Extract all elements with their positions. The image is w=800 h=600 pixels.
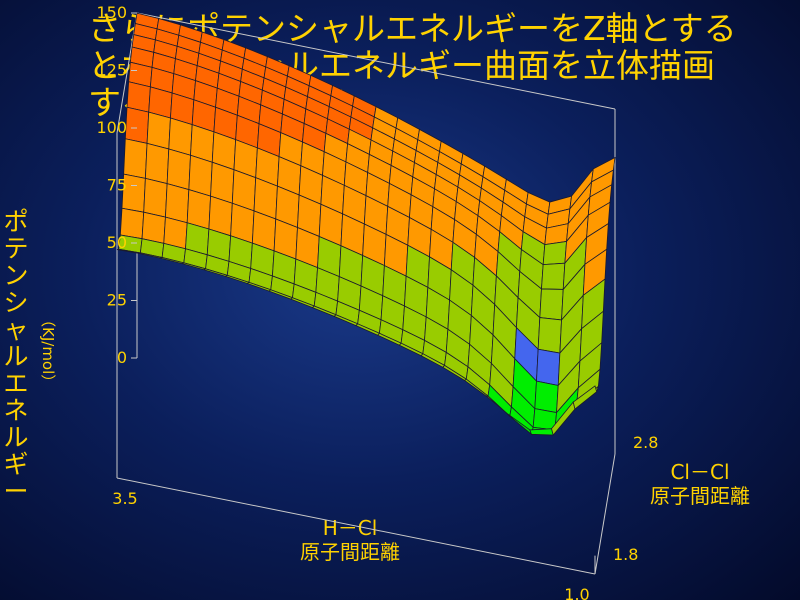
surface-cell-21-0: [572, 385, 598, 410]
axis-edge-5: [116, 477, 596, 575]
y-tick-label-1: 2.8: [633, 433, 658, 452]
z-tick-label-4: 100: [96, 118, 127, 137]
surface-cell-19-0: [529, 428, 554, 436]
surface-cell-2-3: [165, 183, 190, 224]
surface-cell-1-3: [143, 177, 168, 218]
surface-cell-1-2: [141, 211, 166, 244]
surface-cell-3-4: [188, 154, 213, 197]
z-axis-unit: （KJ/mol）: [39, 312, 57, 390]
y-axis-label-line2: 原子間距離: [650, 484, 750, 508]
z-tick-label-5: 125: [96, 61, 127, 80]
surface-cell-19-5: [537, 317, 562, 354]
surface-cell-0-5: [124, 106, 150, 144]
z-tick-label-1: 25: [107, 291, 127, 310]
surface-cell-0-6: [126, 81, 151, 113]
z-tick-label-3: 75: [107, 176, 127, 195]
axis-ticks: 0 25 50 75 100 125 150 3.5 1.0 1.8 2.8: [96, 3, 658, 600]
surface-cell-1-4: [144, 142, 170, 185]
z-tick-label-0: 0: [117, 348, 127, 367]
x-tick-label-1: 1.0: [564, 585, 589, 600]
x-tick-label-0: 3.5: [112, 489, 137, 508]
surface-cell-3-3: [186, 189, 211, 230]
y-axis-label: Cl－Cl 原子間距離: [640, 460, 760, 508]
surface-cell-19-6: [539, 288, 564, 321]
surface-cell-2-4: [166, 148, 191, 191]
x-axis-label: H－Cl 原子間距離: [285, 516, 415, 564]
y-axis-label-line1: Cl－Cl: [670, 460, 730, 484]
surface-cell-19-8: [542, 240, 567, 266]
surface-cell-1-5: [146, 111, 171, 150]
surface-cell-19-7: [541, 262, 566, 290]
potential-surface: [116, 12, 616, 436]
surface-cell-0-4: [123, 138, 148, 179]
surface-cell-19-3: [534, 380, 559, 414]
surface-cell-19-4: [536, 348, 561, 386]
axis-edge-6: [594, 453, 616, 575]
x-axis-label-line2: 原子間距離: [300, 540, 400, 564]
z-tick-label-6: 150: [96, 3, 127, 22]
axis-edge-4: [136, 12, 616, 110]
y-tick-label-0: 1.8: [613, 545, 638, 564]
z-tick-label-2: 50: [107, 233, 127, 252]
z-axis-label: ポテンシャルエネルギー: [3, 207, 29, 506]
